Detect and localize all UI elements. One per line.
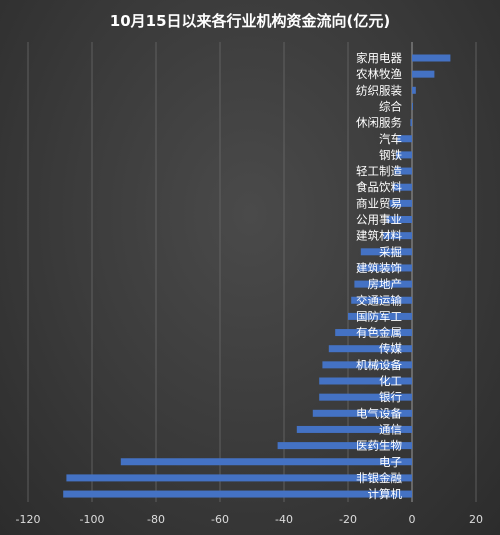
category-label: 交通运输 xyxy=(356,293,402,307)
x-tick-label: -60 xyxy=(211,513,229,526)
category-label: 有色金属 xyxy=(356,326,402,340)
category-label: 钢铁 xyxy=(379,148,402,162)
grid-layer xyxy=(27,42,477,502)
category-label-layer: 家用电器农林牧渔纺织服装综合休闲服务汽车钢铁轻工制造食品饮料商业贸易公用事业建筑… xyxy=(356,51,402,501)
category-label: 国防军工 xyxy=(356,309,402,323)
category-label: 化工 xyxy=(379,374,402,388)
bar xyxy=(389,199,412,207)
category-label: 商业贸易 xyxy=(356,196,402,210)
x-tick-label: -80 xyxy=(147,513,165,526)
category-label: 计算机 xyxy=(368,487,403,501)
bar xyxy=(397,135,412,143)
bar xyxy=(319,377,412,385)
bar xyxy=(63,490,412,498)
category-label: 采掘 xyxy=(379,245,402,259)
bar xyxy=(394,167,412,175)
category-label: 建筑材料 xyxy=(356,229,402,243)
category-label: 电子 xyxy=(379,455,402,469)
category-label: 纺织服装 xyxy=(356,83,402,97)
category-label: 轻工制造 xyxy=(356,164,402,178)
bar xyxy=(354,280,412,288)
x-axis-tick-layer: -120 -100 -80 -60 -40 -20 0 20 xyxy=(16,513,483,526)
bar xyxy=(351,296,412,304)
bar xyxy=(412,102,413,110)
category-label: 休闲服务 xyxy=(356,116,402,130)
bar xyxy=(319,393,412,401)
category-label: 通信 xyxy=(379,422,402,436)
bar xyxy=(348,312,412,320)
bar-layer xyxy=(63,54,451,498)
category-label: 银行 xyxy=(379,390,402,404)
category-label: 房地产 xyxy=(368,277,403,291)
category-label: 传媒 xyxy=(379,342,402,356)
bar xyxy=(396,151,412,159)
bar xyxy=(335,329,412,337)
category-label: 汽车 xyxy=(379,132,402,146)
category-label: 建筑装饰 xyxy=(356,261,402,275)
chart-title: 10月15日以来各行业机构资金流向(亿元) xyxy=(110,12,390,30)
category-label: 机械设备 xyxy=(356,358,402,372)
bar xyxy=(322,361,412,369)
bar xyxy=(412,54,451,62)
category-label: 电气设备 xyxy=(356,406,402,420)
x-tick-label: 0 xyxy=(409,513,416,526)
bar xyxy=(66,474,413,482)
bar xyxy=(386,216,412,223)
x-tick-label: -40 xyxy=(275,513,293,526)
x-tick-label: -100 xyxy=(80,513,105,526)
bar xyxy=(357,264,412,272)
x-tick-label: -120 xyxy=(16,513,41,526)
category-label: 综合 xyxy=(379,99,402,113)
bar xyxy=(412,86,416,94)
bar xyxy=(383,232,412,240)
category-label: 非银金融 xyxy=(356,471,402,485)
category-label: 医药生物 xyxy=(356,439,402,453)
bar xyxy=(412,70,435,78)
category-label: 农林牧渔 xyxy=(356,67,402,81)
bar xyxy=(296,425,412,433)
bar xyxy=(328,345,412,353)
bar xyxy=(120,458,413,466)
category-label: 家用电器 xyxy=(356,51,402,65)
x-tick-label: -20 xyxy=(339,513,357,526)
category-label: 公用事业 xyxy=(356,213,402,227)
bar xyxy=(410,119,412,127)
bar xyxy=(360,248,412,256)
bar xyxy=(312,409,412,417)
category-label: 食品饮料 xyxy=(356,180,402,194)
bar xyxy=(277,442,412,450)
bar xyxy=(392,183,412,191)
x-tick-label: 20 xyxy=(469,513,483,526)
